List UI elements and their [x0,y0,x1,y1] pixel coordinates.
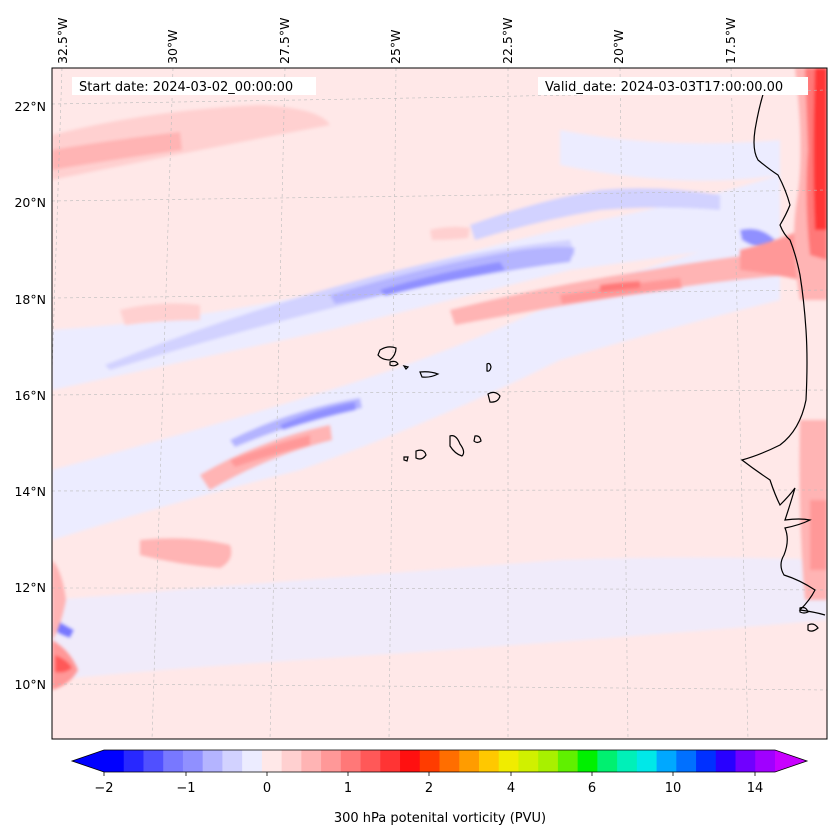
colorbar-block [123,750,144,772]
lat-label: 16°N [14,388,46,403]
lon-label: 27.5°W [277,18,292,64]
island-santa-luzia [402,365,410,370]
colorbar-block [636,750,658,772]
colorbar-tick-label: 0 [263,781,271,796]
colorbar-block [419,750,440,772]
lon-label: 32.5°W [55,18,70,64]
colorbar-block [281,750,302,772]
colorbar-block [538,750,559,772]
lat-label: 12°N [14,580,46,595]
lon-label: 30°W [165,29,180,64]
island-fogo [415,449,427,460]
start-date-box [72,77,316,95]
lat-label: 18°N [14,292,46,307]
colorbar-block [498,750,519,772]
graticule [52,68,827,739]
colorbar-block [696,750,717,772]
island-sao-vicente [389,360,399,367]
island-bissagos [799,606,819,632]
longitude-labels: 32.5°W 30°W 27.5°W 25°W 22.5°W 20°W 17.5… [55,18,738,64]
colorbar-block [261,750,283,772]
date-info-bar: Start date: 2024-03-02_00:00:00 Valid_da… [72,77,808,95]
colorbar-title: 300 hPa potenital vorticity (PVU) [334,811,546,826]
pv-positive-field [52,68,827,690]
colorbar-blocks [104,750,776,772]
colorbar-tick-label: −2 [94,781,113,796]
colorbar-block [163,750,184,772]
lat-label: 10°N [14,677,46,692]
colorbar-block [400,750,421,772]
colorbar-block [459,750,480,772]
colorbar-block [478,750,500,772]
island-sao-nicolau [419,371,440,378]
colorbar: −2 −1 0 1 2 4 6 10 14 300 hPa potenital … [70,749,809,826]
colorbar-block [597,750,618,772]
lon-label: 17.5°W [723,18,738,64]
lon-label: 22.5°W [500,18,515,64]
map-frame [51,67,828,740]
colorbar-over-triangle [775,750,807,772]
colorbar-tick-label: 2 [425,781,433,796]
colorbar-block [577,750,598,772]
map-panel [52,68,827,739]
colorbar-block [380,750,401,772]
colorbar-tick-label: 4 [507,781,515,796]
colorbar-tick-label: 10 [665,781,682,796]
colorbar-ticks [103,772,756,776]
colorbar-block [321,750,342,772]
colorbar-block [676,750,697,772]
lon-label: 25°W [388,29,403,64]
colorbar-block [202,750,223,772]
colorbar-block [617,750,638,772]
colorbar-block [360,750,381,772]
colorbar-block [439,750,460,772]
lon-label: 20°W [611,29,626,64]
island-sal [486,362,492,372]
lat-label: 14°N [14,484,46,499]
valid-date-label: Valid_date: 2024-03-03T17:00:00.00 [545,80,783,95]
start-date-label: Start date: 2024-03-02_00:00:00 [79,80,293,95]
africa-coastline [740,79,826,616]
lat-label: 22°N [14,99,46,114]
colorbar-block [656,750,677,772]
colorbar-block [755,750,776,772]
island-maio [473,435,482,444]
island-boa-vista [487,391,501,403]
colorbar-block [104,750,125,772]
colorbar-under-triangle [72,750,104,772]
island-brava [403,456,409,462]
colorbar-block [301,750,322,772]
colorbar-tick-label: −1 [176,781,195,796]
colorbar-block [222,750,243,772]
latitude-labels: 22°N 20°N 18°N 16°N 14°N 12°N 10°N [14,99,46,692]
valid-date-box [538,77,808,95]
colorbar-tick-label: 1 [344,781,352,796]
colorbar-block [518,750,539,772]
colorbar-block [735,750,756,772]
colorbar-block [340,750,362,772]
lat-label: 20°N [14,195,46,210]
island-santo-antao [377,346,397,361]
colorbar-block [143,750,164,772]
coastlines [377,79,826,632]
colorbar-block [242,750,263,772]
colorbar-block [715,750,737,772]
colorbar-tick-label: 14 [747,781,764,796]
colorbar-block [557,750,579,772]
colorbar-block [182,750,204,772]
colorbar-tick-label: 6 [588,781,596,796]
island-santiago [449,435,465,457]
